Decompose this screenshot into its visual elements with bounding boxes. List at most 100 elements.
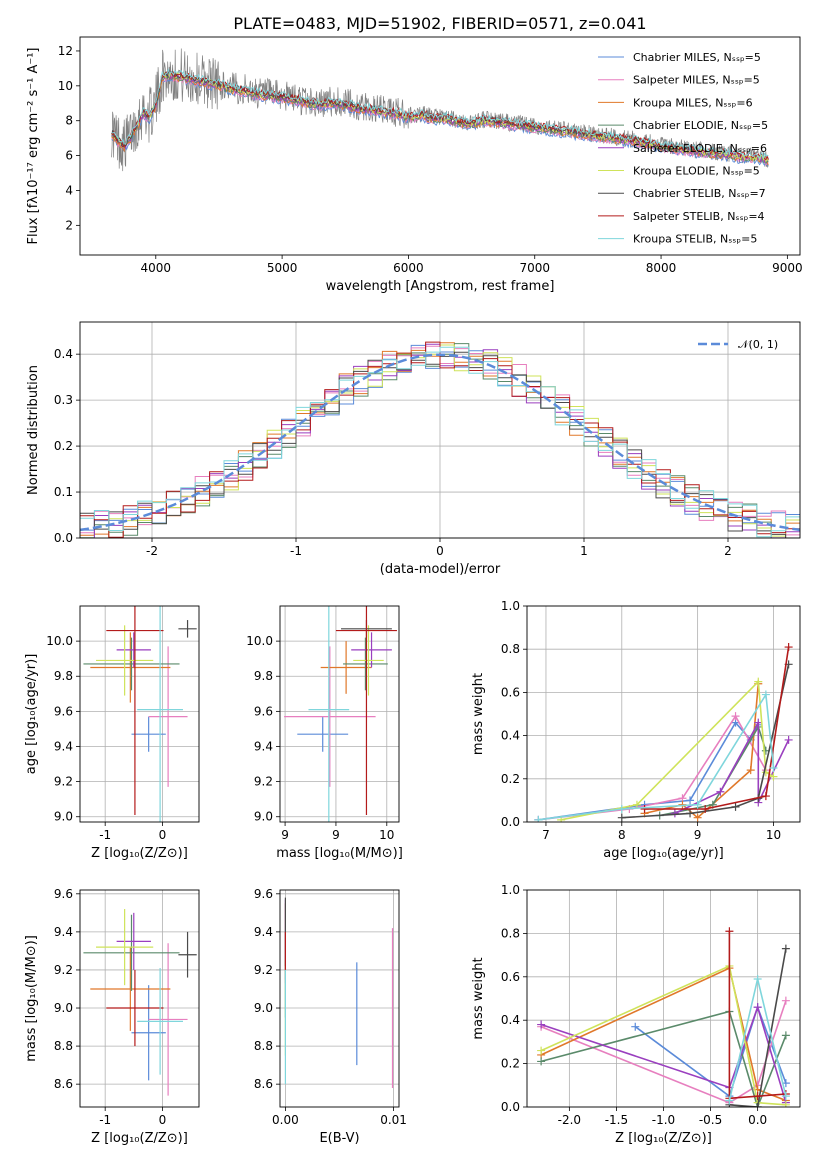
y-tick-label: 0.6 (501, 685, 520, 699)
histogram-step (80, 344, 800, 538)
weight-marker (781, 1092, 790, 1101)
y-tick-label: 9.4 (54, 739, 73, 753)
x-tick-label: 7 (542, 828, 550, 842)
y-axis-label: mass weight (471, 673, 486, 755)
weight-line (728, 931, 786, 1100)
weight-marker (769, 772, 778, 781)
y-tick-label: 8 (65, 114, 73, 128)
weight-marker (725, 927, 734, 936)
age-vs-mass-plot-frame (279, 605, 400, 823)
weight-marker (753, 1092, 762, 1101)
y-tick-label: 12 (58, 44, 73, 58)
y-tick-label: 9.2 (254, 775, 273, 789)
weight-marker (731, 712, 740, 721)
x-tick-label: 7000 (519, 261, 550, 275)
weight-marker (731, 802, 740, 811)
y-tick-label: 0.4 (501, 729, 520, 743)
age-vs-mass-plot-marks (284, 606, 397, 822)
x-tick-label: 0 (159, 828, 167, 842)
mass-vs-metallicity-plot: -1 0 8.6 8.8 9.0 9.2 9.4 9.6 Z [log₁₀(Z/Z⊙)] mass… (24, 887, 200, 1146)
x-axis-label: (data-model)/error (380, 562, 501, 577)
weight-marker (753, 1103, 762, 1107)
weight-marker (617, 813, 626, 822)
x-tick-label: 0.00 (272, 1113, 299, 1127)
x-axis-label: wavelength [Angstrom, rest frame] (326, 279, 555, 294)
legend-entry: Chabrier MILES, Nₛₛₚ=5 (633, 51, 761, 64)
mass-vs-extinction-plot-marks (284, 897, 394, 1088)
weight-marker (761, 690, 770, 699)
x-tick-label: 10 (379, 828, 394, 842)
x-tick-label: -2.0 (558, 1113, 581, 1127)
y-tick-label: 0.0 (54, 531, 73, 545)
mass-weight-vs-age-plot: 7 8 9 10 0.0 0.2 0.4 0.6 0.8 1.0 age [log₁₀(age/yr… (471, 599, 801, 861)
x-tick-label: 10 (766, 828, 781, 842)
x-tick-label: 0 (436, 544, 444, 558)
weight-marker (537, 1020, 546, 1029)
x-tick-label: -1.5 (605, 1113, 628, 1127)
weight-marker (781, 1031, 790, 1040)
age-vs-mass-plot: 9 9 10 9.0 9.2 9.4 9.6 9.8 10.0 mass [log₁₀(M/M⊙)… (246, 605, 403, 861)
y-tick-label: 0.0 (501, 815, 520, 829)
x-tick-label: 0.01 (380, 1113, 407, 1127)
y-tick-label: 9.4 (254, 925, 273, 939)
weight-line (538, 714, 767, 821)
y-tick-label: 8.6 (54, 1077, 73, 1091)
y-tick-label: 9.0 (54, 1001, 73, 1015)
y-tick-label: 8.6 (254, 1077, 273, 1091)
x-tick-label: -1 (99, 828, 111, 842)
x-axis-label: Z [log₁₀(Z/Z⊙)] (91, 1131, 188, 1146)
figure-title: PLATE=0483, MJD=51902, FIBERID=0571, z=0… (233, 14, 646, 33)
x-tick-label: -1 (99, 1113, 111, 1127)
x-tick-label: 5000 (267, 261, 298, 275)
legend-entry: 𝒩(0, 1) (738, 338, 778, 351)
y-tick-label: 9.8 (254, 669, 273, 683)
spectrum-model-line (111, 68, 769, 159)
weight-marker (781, 944, 790, 953)
x-tick-label: 9 (694, 828, 702, 842)
legend-entry: Salpeter MILES, Nₛₛₚ=5 (633, 74, 760, 87)
y-tick-label: 10.0 (46, 634, 73, 648)
x-tick-label: 0 (159, 1113, 167, 1127)
legend-entry: Kroupa ELODIE, Nₛₛₚ=5 (633, 165, 760, 178)
y-tick-label: 9.2 (254, 963, 273, 977)
x-tick-label: 6000 (393, 261, 424, 275)
weight-marker (753, 974, 762, 983)
weight-marker (631, 1022, 640, 1031)
y-tick-label: 1.0 (501, 599, 520, 613)
x-tick-label: -1 (290, 544, 302, 558)
y-tick-label: 10.0 (246, 634, 273, 648)
weight-marker (693, 800, 702, 809)
weight-line (540, 964, 786, 1106)
weight-marker (537, 1057, 546, 1066)
x-tick-label: 1 (580, 544, 588, 558)
weight-marker (784, 643, 793, 652)
y-tick-label: 9.0 (54, 810, 73, 824)
y-tick-label: 0.2 (501, 1057, 520, 1071)
x-axis-label: Z [log₁₀(Z/Z⊙)] (91, 846, 188, 861)
mass-vs-metallicity-plot-marks (83, 909, 197, 1096)
mass-weight-vs-metallicity-plot-marks (537, 927, 790, 1107)
y-tick-label: 0.4 (54, 347, 73, 361)
x-tick-label: 2 (724, 544, 732, 558)
y-tick-label: 8.8 (54, 1039, 73, 1053)
y-tick-label: 8.8 (254, 1039, 273, 1053)
legend-entry: Salpeter STELIB, Nₛₛₚ=4 (633, 210, 765, 223)
weight-marker (537, 1046, 546, 1055)
x-tick-label: -0.5 (699, 1113, 722, 1127)
y-tick-label: 9.4 (254, 739, 273, 753)
mass-weight-vs-age-plot-marks (534, 643, 793, 822)
weight-marker (761, 768, 770, 777)
histogram-step (80, 346, 800, 538)
y-tick-label: 9.2 (54, 775, 73, 789)
y-tick-label: 4 (65, 183, 73, 197)
y-tick-label: 0.1 (54, 485, 73, 499)
y-tick-label: 9.6 (254, 704, 273, 718)
spectrum-plot: 4000 5000 6000 7000 8000 9000 2 4 6 8 10 12 waveleng… (26, 36, 803, 294)
mass-weight-vs-age-plot-frame (526, 605, 801, 823)
y-axis-label: Normed distribution (26, 365, 41, 495)
x-axis-label: E(B-V) (319, 1131, 359, 1146)
weight-line (659, 725, 767, 817)
y-tick-label: 0.6 (501, 970, 520, 984)
y-tick-label: 9.6 (54, 704, 73, 718)
